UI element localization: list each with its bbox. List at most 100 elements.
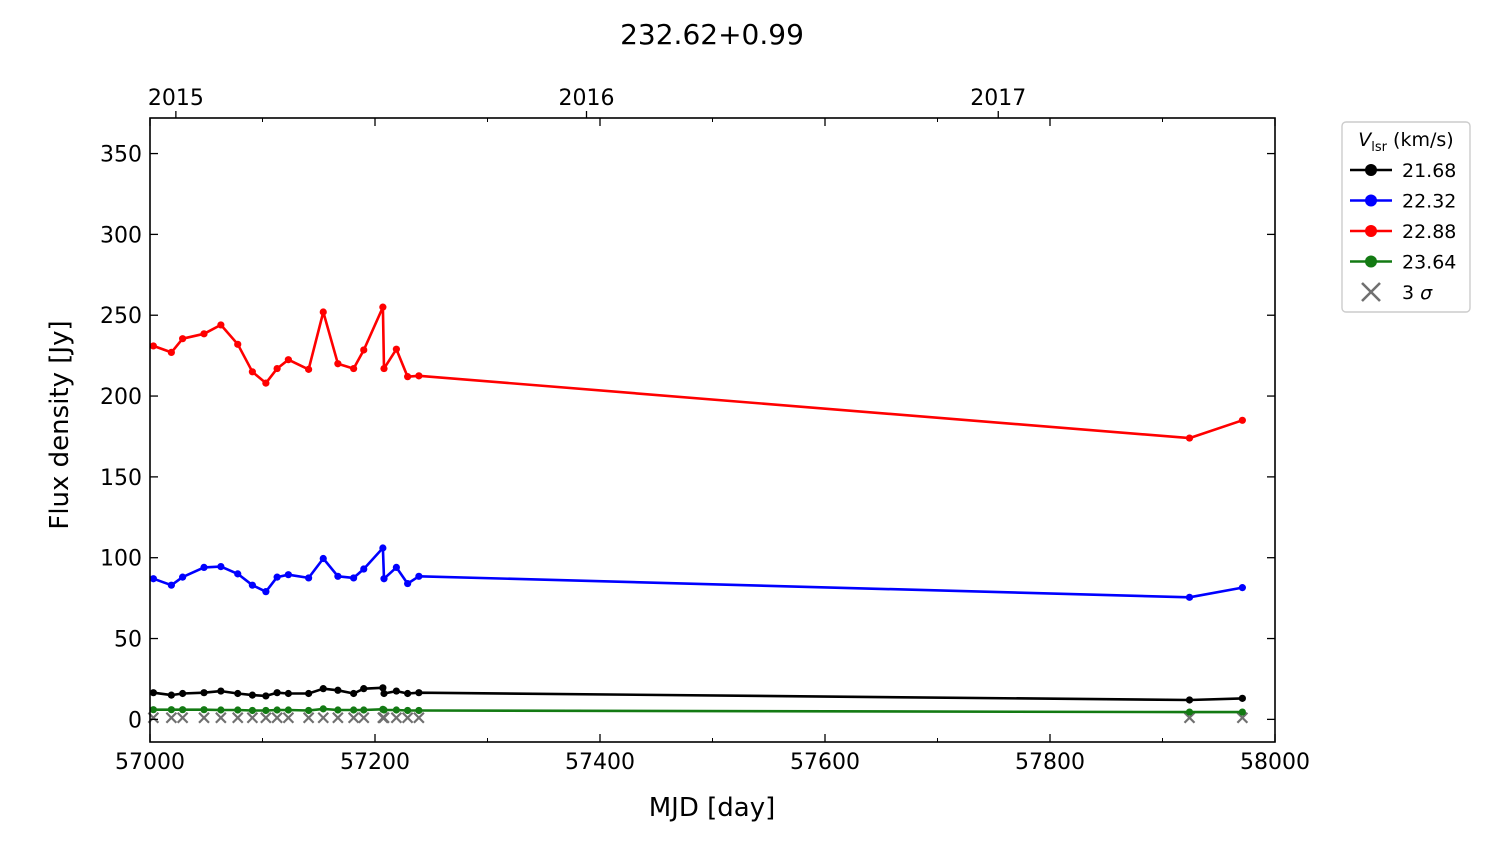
sigma-marker [198, 711, 210, 724]
sigma-marker-stroke [176, 711, 189, 724]
series-point-22.32 [319, 554, 327, 563]
series-point-23.64 [167, 706, 175, 714]
sigma-marker-stroke [390, 711, 403, 724]
series-point-22.32 [234, 570, 242, 578]
series-point-21.68 [179, 689, 187, 698]
series-point-21.68 [404, 689, 412, 698]
y-tick-label: 50 [114, 628, 142, 653]
sigma-marker-stroke [271, 711, 283, 724]
series-point-22.88 [284, 356, 292, 364]
plot-series [147, 303, 1249, 724]
series-point-23.64 [179, 706, 187, 714]
x-axis-title: MJD [day] [649, 793, 776, 823]
series-point-22.32 [350, 574, 358, 582]
series-point-23.64 [392, 706, 400, 714]
series-point-21.68 [149, 689, 157, 697]
series-point-22.88 [1185, 434, 1194, 442]
series-point-21.68 [284, 689, 292, 698]
series-point-22.32 [1238, 584, 1246, 592]
series-point-21.68 [380, 689, 388, 698]
series-point-21.68 [1238, 694, 1246, 702]
series-point-22.32 [200, 563, 208, 572]
series-point-21.68 [200, 689, 208, 697]
series-point-22.88 [179, 335, 187, 343]
series-point-22.88 [380, 364, 388, 373]
legend-sigma-marker [1361, 282, 1381, 302]
series-point-22.88 [392, 345, 400, 353]
year-tick-label: 2015 [148, 86, 204, 111]
series-point-22.32 [334, 572, 342, 580]
series-point-22.32 [380, 575, 388, 583]
series-point-22.88 [305, 365, 313, 373]
sigma-marker [282, 711, 295, 724]
year-tick-label: 2017 [970, 86, 1026, 111]
series-point-21.68 [350, 689, 358, 698]
sigma-marker [231, 711, 244, 724]
sigma-marker [347, 711, 360, 724]
series-point-22.32 [305, 574, 313, 582]
y-tick-label: 200 [100, 385, 142, 410]
series-point-23.64 [149, 706, 157, 714]
series-point-22.32 [379, 544, 387, 552]
series-point-21.68 [415, 689, 423, 697]
sigma-marker [317, 711, 330, 724]
series-point-22.32 [415, 572, 423, 580]
series-point-22.32 [248, 581, 256, 589]
series-point-21.68 [273, 689, 281, 697]
series-point-21.68 [305, 689, 313, 698]
series-line-22.32 [152, 546, 1243, 599]
series-point-23.64 [273, 706, 281, 714]
sigma-marker-stroke [165, 711, 178, 724]
series-point-23.64 [360, 706, 368, 714]
series-point-22.88 [248, 368, 256, 376]
sigma-marker-stroke [246, 711, 259, 724]
series-line-22.88 [152, 305, 1243, 440]
series-point-22.32 [1185, 593, 1194, 601]
sigma-marker-stroke [347, 711, 360, 724]
series-point-22.32 [149, 575, 157, 583]
series-point-22.32 [284, 571, 292, 579]
sigma-marker-stroke [317, 711, 330, 724]
series-point-22.32 [404, 579, 412, 588]
series-line-23.64 [153, 707, 1243, 714]
series-point-22.32 [167, 581, 175, 589]
series-point-21.68 [248, 691, 256, 699]
series-point-22.88 [379, 303, 387, 311]
legend: Vlsr (km/s) 21.68 22.32 22.88 23.64 3 σ [1341, 121, 1471, 313]
series-line-21.68 [153, 686, 1243, 702]
sigma-marker-stroke [260, 711, 272, 724]
series-point-21.68 [217, 687, 225, 695]
series-point-22.32 [360, 565, 368, 573]
sigma-marker [271, 711, 283, 724]
series-point-21.68 [234, 689, 242, 698]
x-tick-label: 57000 [115, 750, 185, 775]
y-tick-label: 150 [100, 466, 142, 491]
series-point-22.32 [392, 563, 400, 572]
series-point-22.88 [350, 364, 358, 373]
series-point-22.88 [334, 360, 342, 368]
sigma-marker-stroke [1183, 711, 1196, 724]
series-point-23.64 [1238, 708, 1246, 716]
sigma-marker-stroke [1236, 711, 1249, 724]
series-point-21.68 [392, 687, 400, 695]
series-point-22.88 [415, 372, 423, 380]
series-point-22.88 [149, 342, 157, 350]
legend-label-22.32: 22.32 [1402, 191, 1456, 213]
sigma-marker [390, 711, 403, 724]
sigma-marker [332, 711, 344, 724]
x-tick-label: 58000 [1240, 750, 1310, 775]
x-tick-label: 57600 [790, 750, 860, 775]
sigma-marker [215, 711, 227, 724]
series-point-23.64 [404, 706, 412, 715]
sigma-marker-stroke [332, 711, 344, 724]
sigma-marker [176, 711, 189, 724]
x-tick-label: 57800 [1015, 750, 1085, 775]
sigma-marker [302, 711, 315, 724]
year-tick-label: 2016 [559, 86, 615, 111]
series-point-23.64 [380, 706, 388, 714]
axes: 57000 57200 57400 57600 57800 58000 0 50 100 150 2… [100, 86, 1310, 775]
series-point-21.68 [1185, 696, 1194, 704]
series-point-22.88 [1238, 416, 1246, 424]
plot-frame [149, 117, 1276, 743]
series-point-23.64 [217, 706, 225, 714]
